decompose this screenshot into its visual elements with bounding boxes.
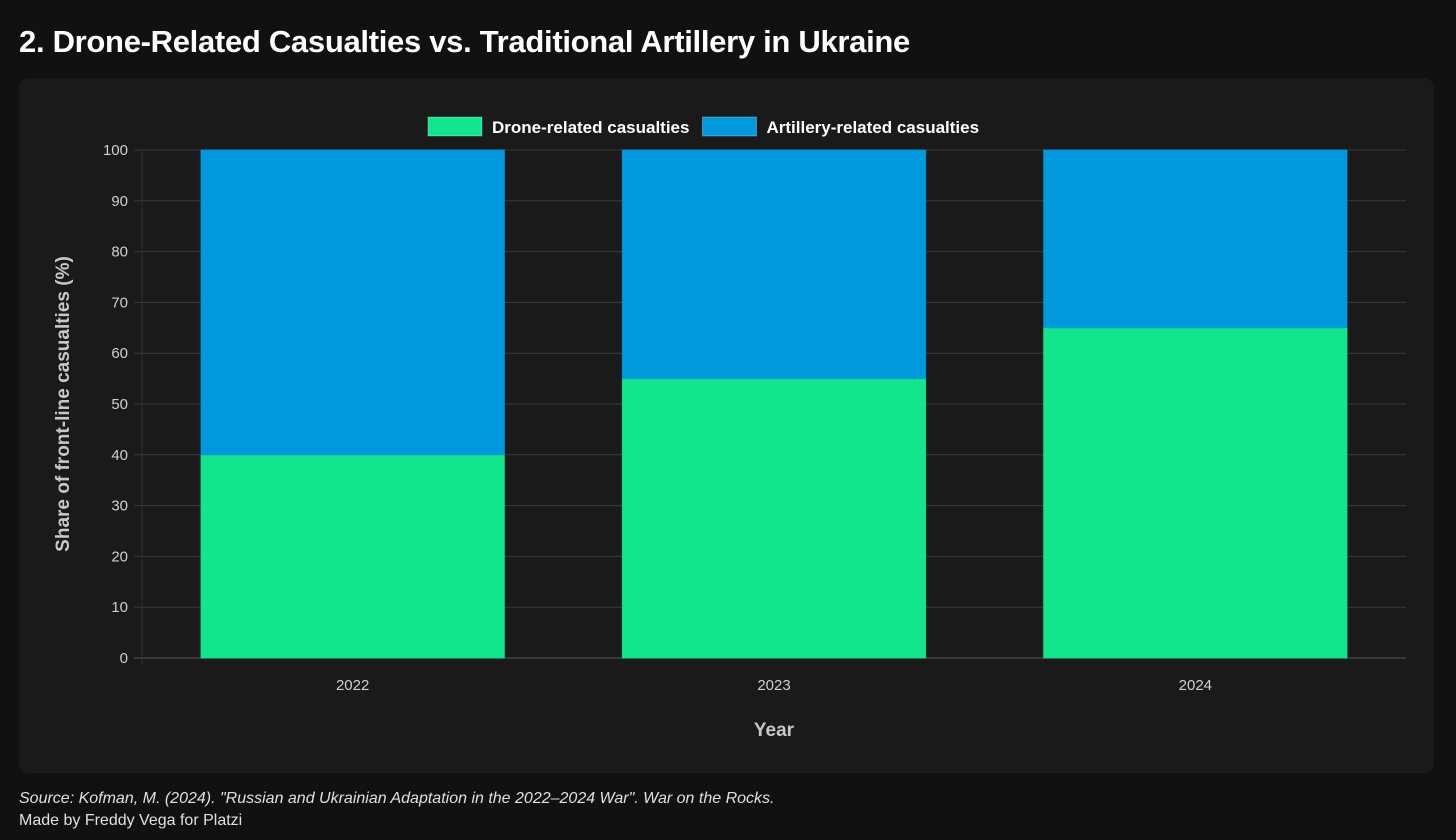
y-tick-label: 70 (111, 294, 128, 311)
chart-title: 2. Drone-Related Casualties vs. Traditio… (19, 24, 911, 59)
legend-label: Artillery-related casualties (766, 118, 979, 137)
credit-note: Made by Freddy Vega for Platzi (19, 812, 243, 829)
x-axis-label: Year (754, 720, 795, 741)
bar-artillery-related-2023 (621, 149, 927, 380)
y-tick-label: 30 (111, 498, 128, 515)
x-tick-label: 2023 (757, 677, 790, 694)
legend-swatch (427, 116, 483, 137)
y-tick-label: 0 (120, 650, 128, 667)
y-tick-label: 100 (103, 142, 128, 159)
stacked-bar-chart: 0 10 20 30 40 50 60 70 80 90 100 2022 2023 2024 Year Sh… (53, 116, 1406, 741)
y-tick-label: 10 (111, 599, 128, 616)
footer: Source: Kofman, M. (2024). "Russian and … (19, 788, 774, 832)
y-tick-label: 90 (111, 193, 128, 210)
bar-drone-related-2022 (200, 454, 505, 659)
bar-drone-related-2024 (1043, 327, 1348, 659)
source-note: Source: Kofman, M. (2024). "Russian and … (19, 790, 775, 807)
y-tick-label: 20 (111, 548, 128, 565)
y-axis-label: Share of front-line casualties (%) (53, 256, 74, 552)
y-tick-label: 80 (111, 244, 128, 261)
y-tick-label: 60 (111, 345, 128, 362)
bar-artillery-related-2024 (1043, 149, 1348, 329)
y-tick-label: 50 (111, 396, 128, 413)
bar-artillery-related-2022 (200, 149, 505, 456)
legend-label: Drone-related casualties (492, 118, 689, 137)
chart-panel: 0 10 20 30 40 50 60 70 80 90 100 2022 2023 2024 Year Sh… (19, 78, 1434, 773)
legend-swatch (701, 116, 757, 137)
bar-drone-related-2023 (621, 378, 927, 659)
y-tick-label: 40 (111, 447, 128, 464)
x-tick-label: 2024 (1179, 677, 1212, 694)
x-tick-label: 2022 (336, 677, 369, 694)
